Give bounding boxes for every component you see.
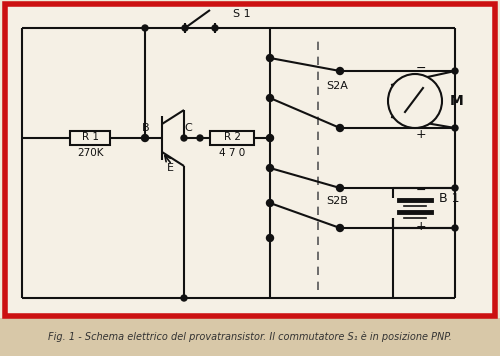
- Circle shape: [181, 135, 187, 141]
- Circle shape: [142, 25, 148, 31]
- Text: S 1: S 1: [233, 9, 250, 19]
- Circle shape: [452, 225, 458, 231]
- Circle shape: [266, 164, 274, 172]
- Text: +: +: [416, 220, 426, 232]
- Text: −: −: [416, 183, 426, 197]
- Text: R 2: R 2: [224, 132, 240, 142]
- Text: M: M: [450, 94, 464, 108]
- Circle shape: [388, 74, 442, 128]
- Text: E: E: [167, 163, 174, 173]
- Circle shape: [452, 125, 458, 131]
- FancyBboxPatch shape: [0, 318, 500, 356]
- Circle shape: [452, 185, 458, 191]
- Text: S2A: S2A: [326, 81, 348, 91]
- Text: S2B: S2B: [326, 196, 348, 206]
- Circle shape: [452, 68, 458, 74]
- Circle shape: [267, 135, 273, 141]
- Text: Fig. 1 - Schema elettrico del provatransistor. Il commutatore S₁ è in posizione : Fig. 1 - Schema elettrico del provatrans…: [48, 332, 452, 342]
- Circle shape: [182, 25, 188, 31]
- Text: C: C: [184, 123, 192, 133]
- Text: B: B: [142, 123, 150, 133]
- FancyBboxPatch shape: [70, 131, 110, 145]
- Circle shape: [212, 25, 218, 31]
- FancyBboxPatch shape: [210, 131, 254, 145]
- Text: R 1: R 1: [82, 132, 98, 142]
- FancyBboxPatch shape: [5, 4, 495, 316]
- Text: +: +: [416, 129, 426, 141]
- Circle shape: [266, 54, 274, 62]
- Text: −: −: [416, 62, 426, 74]
- Circle shape: [266, 94, 274, 101]
- Circle shape: [336, 125, 344, 131]
- Circle shape: [142, 135, 148, 141]
- Circle shape: [336, 184, 344, 192]
- Circle shape: [336, 225, 344, 231]
- Text: B 1: B 1: [439, 192, 460, 204]
- Text: 4 7 0: 4 7 0: [219, 148, 245, 158]
- Text: 270K: 270K: [77, 148, 104, 158]
- Circle shape: [266, 135, 274, 141]
- Circle shape: [181, 295, 187, 301]
- Circle shape: [266, 199, 274, 206]
- Circle shape: [336, 68, 344, 74]
- Circle shape: [197, 135, 203, 141]
- Circle shape: [266, 235, 274, 241]
